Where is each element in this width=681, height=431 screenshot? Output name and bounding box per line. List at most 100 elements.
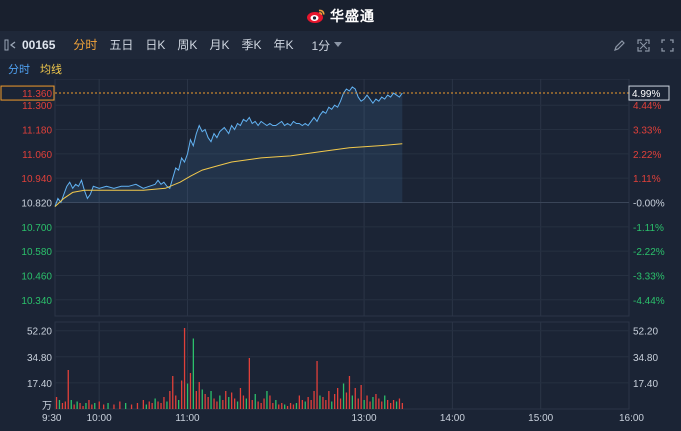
- volume-bar: [275, 400, 277, 409]
- volume-bar: [103, 404, 105, 409]
- price-tick-label: 11.060: [22, 150, 52, 161]
- volume-bar: [381, 401, 383, 409]
- volume-bar: [369, 401, 371, 409]
- legend-average[interactable]: 均线: [40, 64, 62, 76]
- pencil-icon[interactable]: [611, 37, 627, 53]
- volume-bar: [310, 400, 312, 409]
- volume-bar: [342, 383, 345, 409]
- indicator-tabs: 分时 均线: [0, 59, 681, 79]
- current-price-value: 11.360: [22, 89, 52, 100]
- volume-bar: [67, 370, 69, 409]
- volume-bar: [157, 401, 159, 409]
- volume-bar: [307, 397, 309, 409]
- time-tick-label: 15:00: [528, 413, 553, 424]
- tab-quarterly-k[interactable]: 季K: [241, 38, 262, 52]
- pct-tick-label: 1.11%: [633, 174, 661, 185]
- volume-bar: [263, 398, 265, 409]
- stock-code: 00165: [22, 38, 56, 52]
- volume-bar: [207, 397, 209, 409]
- volume-bar: [260, 403, 262, 409]
- volume-bar: [172, 376, 174, 409]
- volume-bar: [313, 391, 315, 409]
- volume-bar: [304, 401, 306, 409]
- volume-bar: [292, 404, 295, 409]
- volume-bar: [175, 395, 177, 409]
- volume-tick-label: 17.40: [27, 379, 52, 390]
- time-tick-label: 16:00: [619, 413, 644, 424]
- volume-bar: [319, 395, 321, 409]
- volume-bar: [372, 397, 374, 409]
- collapse-left-icon[interactable]: [0, 31, 22, 59]
- volume-bar: [351, 395, 353, 409]
- volume-bar: [119, 401, 121, 409]
- current-pct-tag: [628, 85, 670, 101]
- volume-bar: [375, 394, 377, 409]
- volume-tick-label-right: 52.20: [633, 327, 658, 338]
- pct-tick-label: -0.00%: [633, 199, 665, 210]
- volume-bar: [269, 395, 271, 409]
- chart-toolbar: 00165 分时 五日 日K 周K 月K 季K 年K 1分: [0, 31, 681, 60]
- volume-bar: [136, 403, 139, 409]
- caret-down-icon: [334, 42, 343, 47]
- volume-bar: [245, 398, 247, 409]
- volume-bar: [76, 401, 78, 409]
- volume-bar: [94, 403, 96, 409]
- volume-bar: [79, 403, 81, 409]
- volume-bar: [169, 391, 171, 409]
- volume-bar: [266, 391, 268, 409]
- current-price-tag: [0, 85, 55, 101]
- volume-bar: [242, 395, 245, 409]
- volume-bar: [236, 401, 239, 409]
- interval-select[interactable]: 1分: [311, 37, 343, 54]
- time-tick-label: 14:00: [440, 413, 465, 424]
- legend-minute[interactable]: 分时: [8, 64, 30, 76]
- volume-bar: [204, 394, 206, 409]
- volume-bar: [301, 400, 303, 409]
- expand-icon[interactable]: [635, 37, 651, 53]
- volume-bar: [289, 403, 292, 409]
- tab-weekly-k[interactable]: 周K: [177, 38, 198, 52]
- tab-daily-k[interactable]: 日K: [145, 38, 166, 52]
- volume-bar: [366, 395, 368, 409]
- tab-five-day[interactable]: 五日: [109, 38, 134, 52]
- time-tick-label: 11:00: [175, 413, 200, 424]
- pct-tick-label: -1.11%: [633, 223, 664, 234]
- price-area: [55, 87, 403, 207]
- volume-bar: [387, 400, 389, 409]
- volume-bar: [257, 401, 259, 409]
- app-header: 华盛通: [0, 0, 681, 32]
- volume-bar: [210, 391, 212, 409]
- volume-panel: [54, 321, 630, 410]
- volume-bar: [334, 394, 336, 409]
- volume-bar: [85, 403, 87, 409]
- volume-bar: [354, 388, 356, 409]
- volume-bar: [225, 391, 227, 409]
- volume-unit: 万: [42, 401, 52, 412]
- volume-bar: [254, 394, 256, 409]
- fullscreen-icon[interactable]: [659, 37, 675, 53]
- tab-monthly-k[interactable]: 月K: [209, 38, 230, 52]
- volume-bar: [166, 401, 168, 409]
- tab-minute[interactable]: 分时: [73, 38, 98, 52]
- tab-yearly-k[interactable]: 年K: [273, 38, 294, 52]
- pct-tick-label: 4.44%: [633, 101, 661, 112]
- volume-bar: [160, 403, 162, 409]
- weibo-eye-icon: [307, 9, 325, 23]
- pct-tick-label: -4.44%: [633, 296, 665, 307]
- volume-bar: [295, 403, 298, 409]
- volume-bar: [339, 398, 342, 409]
- volume-bar: [239, 388, 242, 409]
- volume-bar: [357, 398, 359, 409]
- volume-bar: [384, 395, 386, 409]
- time-tick-label: 9:30: [42, 413, 62, 424]
- price-line: [54, 86, 403, 207]
- volume-bar: [401, 403, 403, 409]
- volume-bar: [395, 401, 398, 409]
- volume-bar: [348, 376, 351, 409]
- volume-bar: [337, 388, 339, 409]
- volume-bar: [88, 400, 90, 409]
- volume-bar: [201, 389, 203, 409]
- volume-bar: [328, 391, 330, 409]
- price-tick-label: 10.580: [21, 247, 52, 258]
